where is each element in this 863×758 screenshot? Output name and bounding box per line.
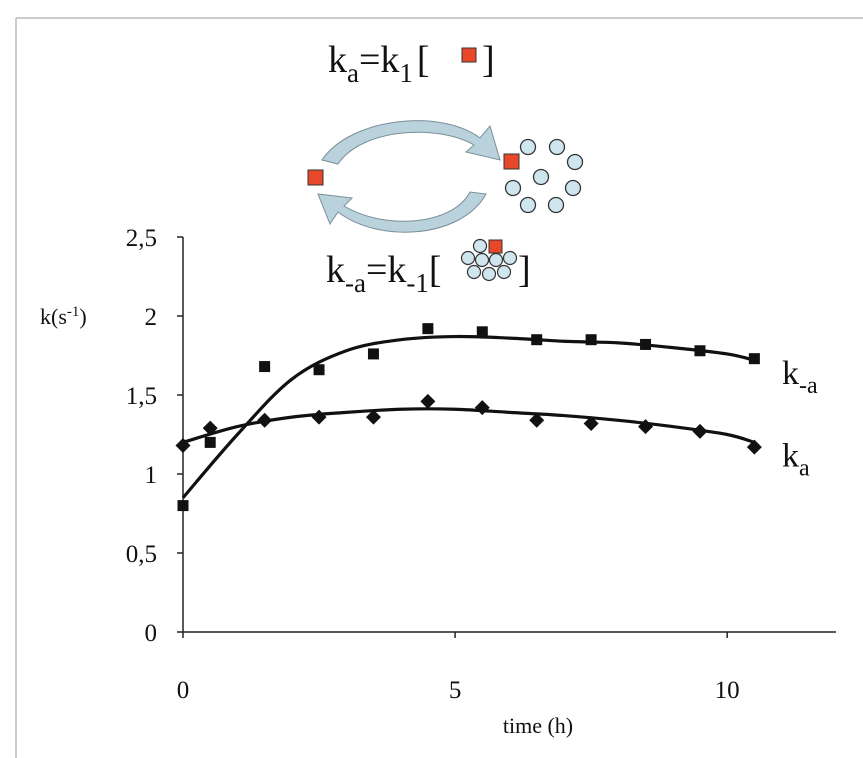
- y-tick-label: 0,5: [126, 541, 157, 568]
- diamond-marker: [474, 400, 490, 416]
- arrow-forward: [321, 120, 501, 165]
- y-tick-label: 1,5: [126, 383, 157, 410]
- eq-part: [: [417, 39, 430, 81]
- series-label-part: -a: [799, 373, 818, 399]
- series-label: ka: [782, 437, 810, 481]
- series-label-part: k: [782, 437, 799, 474]
- series-label: k-a: [782, 355, 818, 399]
- square-marker: [585, 334, 597, 346]
- square-marker: [748, 353, 760, 365]
- x-tick-label: 5: [449, 677, 462, 704]
- diamond-marker: [638, 419, 654, 435]
- eq-part: -1: [406, 268, 429, 298]
- square-marker: [259, 361, 271, 373]
- x-tick-label: 10: [715, 677, 740, 704]
- diamond-marker: [175, 438, 191, 454]
- eq-part: =k: [359, 39, 399, 81]
- diamond-marker: [257, 412, 273, 428]
- series-label-part: k: [782, 355, 799, 392]
- red-square: [488, 239, 503, 254]
- red-square: [307, 169, 324, 186]
- eq-part: -a: [345, 268, 366, 298]
- y-axis-label: k(s-1): [40, 304, 87, 329]
- diamond-marker: [529, 412, 545, 428]
- y-tick-label: 1: [145, 462, 158, 489]
- eq-part: [: [429, 249, 442, 291]
- diamond-marker: [746, 439, 762, 455]
- square-marker: [177, 500, 189, 512]
- trend-line: [181, 334, 755, 499]
- eq-part: =k: [366, 249, 406, 291]
- diamond-marker: [583, 415, 599, 431]
- x-tick-label: 0: [177, 677, 190, 704]
- particles: [504, 138, 584, 214]
- red-square: [503, 153, 520, 170]
- diamond-marker: [692, 423, 708, 439]
- eq-part: ]: [518, 249, 531, 291]
- diamond-marker: [420, 393, 436, 409]
- square-marker: [476, 326, 488, 338]
- y-label-part: k(s: [40, 304, 67, 329]
- top-equation: ka=k1[: [328, 39, 430, 88]
- eq-part: a: [347, 58, 359, 88]
- eq-part: 1: [399, 58, 413, 88]
- square-marker: [640, 338, 652, 350]
- square-marker: [367, 348, 379, 360]
- y-tick-label: 2,5: [126, 225, 157, 252]
- bottom-equation: k-a=k-1[: [326, 249, 442, 298]
- y-label-part: -1: [67, 304, 80, 320]
- diamond-marker: [202, 420, 218, 436]
- square-marker: [204, 436, 216, 448]
- square-marker: [422, 323, 434, 335]
- arrow-backward: [317, 191, 487, 233]
- y-tick-label: 0: [145, 620, 158, 647]
- eq-part: k: [328, 39, 347, 81]
- square-marker: [313, 364, 325, 376]
- eq-part: ]: [482, 39, 495, 81]
- y-label-part: ): [79, 304, 86, 329]
- y-tick-label: 2: [145, 304, 158, 331]
- red-square: [461, 47, 477, 63]
- series-label-part: a: [799, 455, 810, 481]
- square-marker: [531, 334, 543, 346]
- square-marker: [694, 345, 706, 357]
- diamond-marker: [311, 409, 327, 425]
- diamond-marker: [365, 409, 381, 425]
- x-axis-label: time (h): [503, 713, 573, 738]
- eq-part: k: [326, 249, 345, 291]
